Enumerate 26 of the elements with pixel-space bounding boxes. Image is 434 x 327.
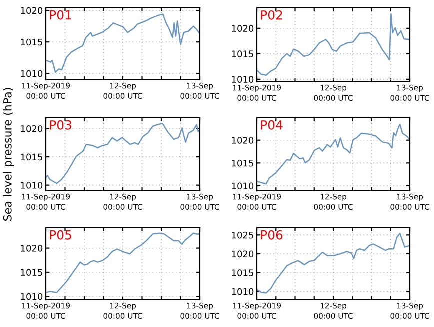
y-tick-label: 1015 bbox=[21, 154, 42, 161]
y-tick-label: 1015 bbox=[232, 50, 254, 58]
y-tick-label: 1010 bbox=[232, 288, 254, 296]
chart-title: P06 bbox=[261, 230, 283, 240]
y-tick-label: 1025 bbox=[232, 232, 254, 239]
chart-title: P02 bbox=[261, 10, 282, 20]
y-tick-label: 1015 bbox=[232, 270, 254, 276]
y-tick-label: 1020 bbox=[21, 245, 43, 252]
y-tick-label: 1010 bbox=[232, 182, 254, 190]
y-tick-label: 1020 bbox=[21, 125, 43, 132]
y-tick-label: 1020 bbox=[232, 137, 254, 144]
y-tick-label: 1020 bbox=[232, 25, 254, 32]
y-tick-label: 1010 bbox=[21, 182, 43, 189]
y-tick-label: 1015 bbox=[21, 269, 42, 276]
chart-title: P05 bbox=[50, 230, 72, 240]
y-tick-label: 1015 bbox=[232, 160, 254, 167]
chart-title: P01 bbox=[50, 10, 72, 20]
y-axis-title: Sea level pressure (hPa) bbox=[3, 88, 14, 221]
y-tick-label: 1010 bbox=[232, 76, 254, 84]
y-tick-label: 1020 bbox=[21, 7, 43, 14]
chart-title: P03 bbox=[50, 120, 72, 130]
y-tick-label: 1015 bbox=[21, 38, 42, 46]
chart-title: P04 bbox=[261, 120, 283, 130]
y-tick-label: 1020 bbox=[232, 250, 254, 258]
y-tick-label: 1010 bbox=[21, 70, 43, 78]
y-tick-label: 1010 bbox=[21, 293, 43, 300]
